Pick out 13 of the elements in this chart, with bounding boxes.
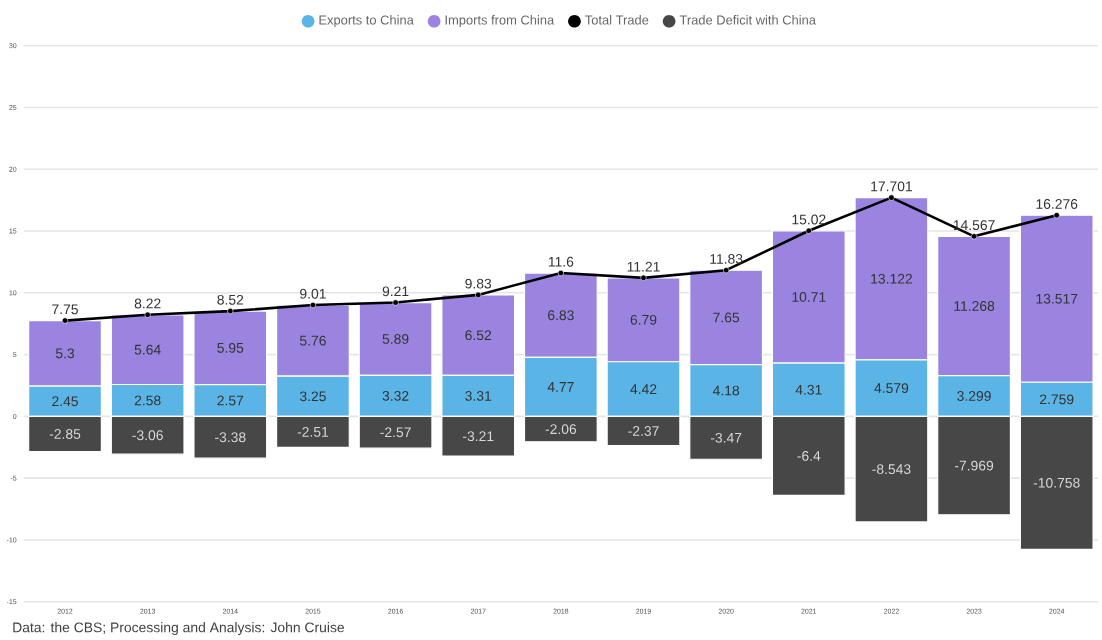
point bbox=[805, 227, 812, 235]
point bbox=[144, 312, 151, 319]
point bbox=[392, 299, 399, 306]
point bbox=[1053, 212, 1060, 219]
point bbox=[227, 308, 234, 315]
point bbox=[888, 194, 895, 202]
point bbox=[557, 270, 564, 277]
point bbox=[970, 233, 978, 240]
point bbox=[723, 267, 730, 274]
point bbox=[475, 292, 482, 299]
point bbox=[309, 302, 317, 309]
point bbox=[61, 317, 69, 324]
point bbox=[640, 275, 647, 282]
